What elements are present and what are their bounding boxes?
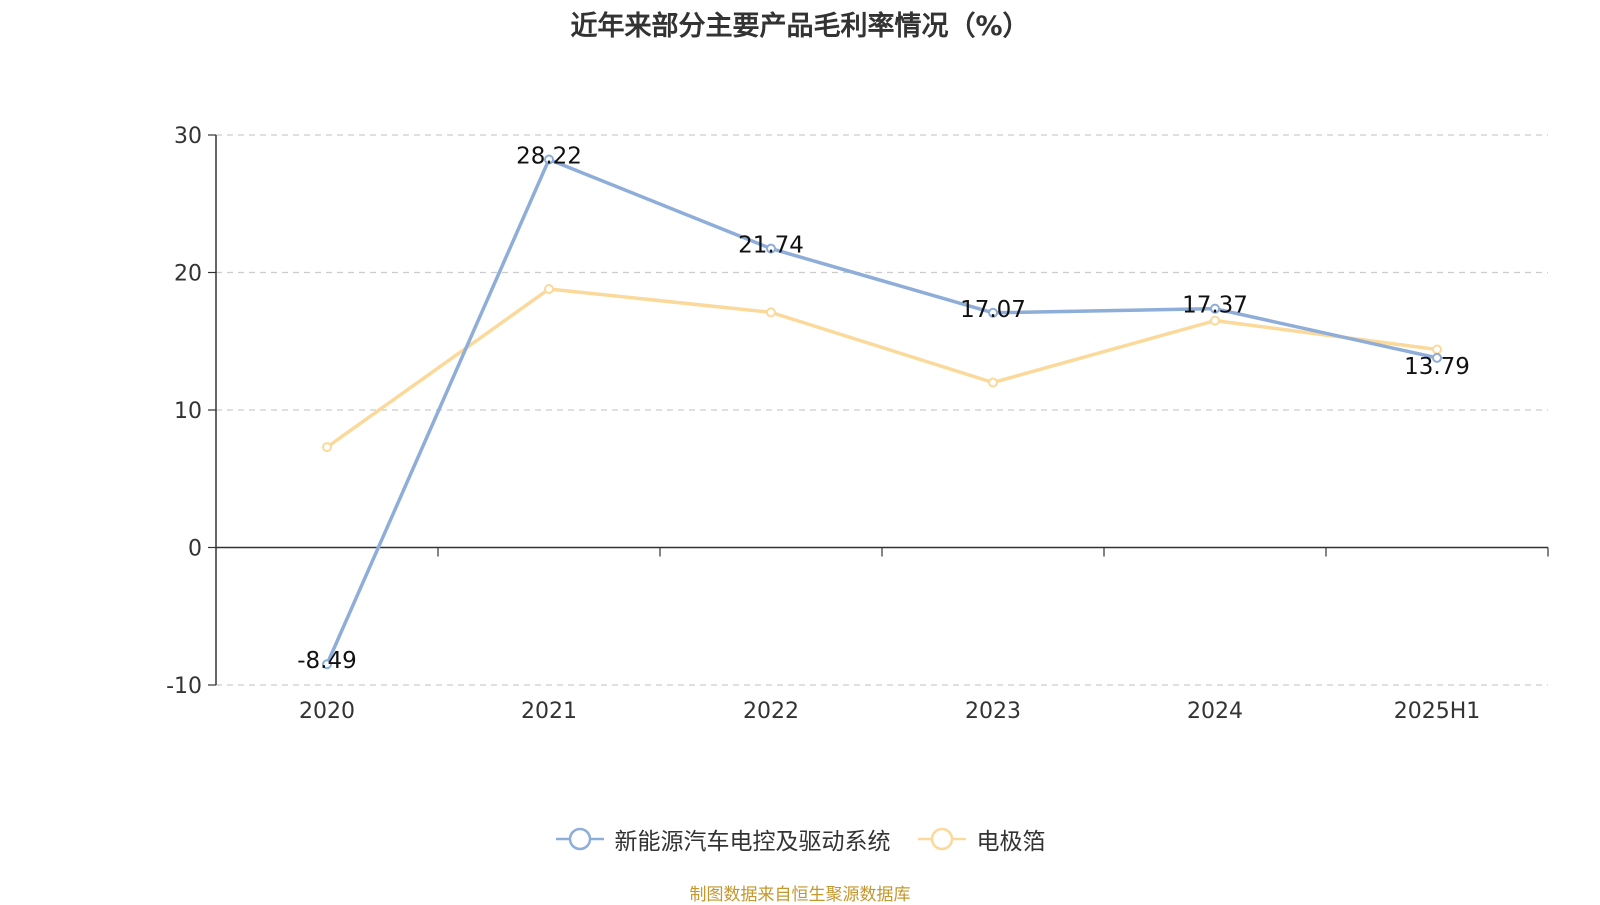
series-line	[325, 287, 1439, 449]
data-labels: -8.49 28.22 21.74 17.07 17.37 13.79	[297, 143, 1470, 674]
legend: 新能源汽车电控及驱动系统 电极箔	[0, 822, 1600, 856]
data-label: 17.07	[960, 297, 1026, 323]
x-tick-label: 2021	[521, 699, 577, 724]
data-point	[322, 442, 332, 453]
series	[322, 154, 1442, 670]
chart-title: 近年来部分主要产品毛利率情况（%）	[570, 11, 1030, 42]
y-tick-label: 0	[188, 537, 202, 562]
data-label: 13.79	[1404, 354, 1470, 380]
data-label: -8.49	[297, 648, 357, 674]
x-tick-label: 2020	[299, 699, 355, 724]
x-tick-label: 2022	[743, 699, 799, 724]
legend-swatch-circle	[568, 827, 591, 851]
data-label: 28.22	[516, 143, 582, 169]
legend-swatch-circle	[930, 827, 953, 851]
data-point	[766, 307, 776, 318]
x-tick-label: 2023	[965, 699, 1021, 724]
data-point	[544, 154, 554, 165]
legend-label: 电极箔	[976, 829, 1046, 855]
x-tick-label: 2025H1	[1394, 699, 1481, 724]
legend-swatch-icon	[917, 827, 966, 851]
y-tick-label: -10	[166, 674, 202, 699]
y-tick-label: 20	[174, 262, 202, 287]
legend-swatch-icon	[555, 827, 604, 851]
data-point	[1432, 344, 1442, 355]
grid-lines	[216, 134, 1548, 686]
data-point	[766, 243, 776, 254]
axes: -10 0 10 20 30 2020 2021 2022 2023 2024 2025H1	[166, 124, 1549, 724]
legend-item[interactable]: 新能源汽车电控及驱动系统	[555, 822, 891, 856]
data-point	[988, 307, 998, 318]
source-note: 制图数据来自恒生聚源数据库	[689, 885, 911, 905]
y-tick-label: 30	[174, 124, 202, 149]
data-point	[322, 659, 332, 670]
data-point	[544, 284, 554, 294]
legend-label: 新能源汽车电控及驱动系统	[614, 829, 891, 855]
data-label: 21.74	[738, 233, 804, 259]
data-point	[1210, 303, 1220, 314]
data-point	[1210, 315, 1220, 326]
x-tick-label: 2024	[1187, 699, 1243, 724]
y-tick-label: 10	[174, 399, 202, 424]
legend-item[interactable]: 电极箔	[917, 822, 1046, 856]
series-line	[325, 157, 1439, 666]
data-label: 17.37	[1182, 293, 1248, 319]
data-point	[988, 377, 998, 388]
data-point	[1432, 352, 1442, 363]
